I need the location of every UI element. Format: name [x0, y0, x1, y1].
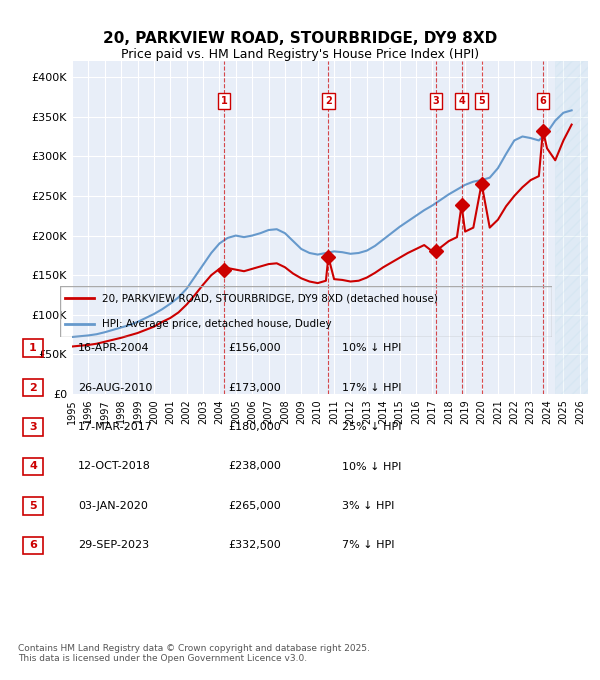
Text: Price paid vs. HM Land Registry's House Price Index (HPI): Price paid vs. HM Land Registry's House … — [121, 48, 479, 61]
Text: 10% ↓ HPI: 10% ↓ HPI — [342, 343, 401, 353]
Bar — [23, 497, 43, 515]
Text: 20, PARKVIEW ROAD, STOURBRIDGE, DY9 8XD: 20, PARKVIEW ROAD, STOURBRIDGE, DY9 8XD — [103, 31, 497, 46]
Text: 6: 6 — [539, 96, 547, 106]
Text: 7% ↓ HPI: 7% ↓ HPI — [342, 541, 395, 550]
Text: 17% ↓ HPI: 17% ↓ HPI — [342, 383, 401, 392]
Text: 3: 3 — [29, 422, 37, 432]
Bar — [555, 61, 588, 394]
Bar — [23, 379, 43, 396]
Text: 10% ↓ HPI: 10% ↓ HPI — [342, 462, 401, 471]
Text: 3: 3 — [433, 96, 439, 106]
Text: £156,000: £156,000 — [228, 343, 281, 353]
Text: 26-AUG-2010: 26-AUG-2010 — [78, 383, 152, 392]
Bar — [23, 458, 43, 475]
Text: 2: 2 — [325, 96, 332, 106]
Text: 1: 1 — [221, 96, 227, 106]
Text: 4: 4 — [458, 96, 465, 106]
Text: £173,000: £173,000 — [228, 383, 281, 392]
Text: £265,000: £265,000 — [228, 501, 281, 511]
Text: £332,500: £332,500 — [228, 541, 281, 550]
Text: 17-MAR-2017: 17-MAR-2017 — [78, 422, 153, 432]
Text: HPI: Average price, detached house, Dudley: HPI: Average price, detached house, Dudl… — [102, 319, 331, 329]
Text: £180,000: £180,000 — [228, 422, 281, 432]
Text: 3% ↓ HPI: 3% ↓ HPI — [342, 501, 394, 511]
Text: 29-SEP-2023: 29-SEP-2023 — [78, 541, 149, 550]
Text: Contains HM Land Registry data © Crown copyright and database right 2025.
This d: Contains HM Land Registry data © Crown c… — [18, 643, 370, 663]
Text: 5: 5 — [29, 501, 37, 511]
Text: £238,000: £238,000 — [228, 462, 281, 471]
Text: 20, PARKVIEW ROAD, STOURBRIDGE, DY9 8XD (detached house): 20, PARKVIEW ROAD, STOURBRIDGE, DY9 8XD … — [102, 293, 437, 303]
Text: 25% ↓ HPI: 25% ↓ HPI — [342, 422, 401, 432]
Text: 4: 4 — [29, 462, 37, 471]
Text: 5: 5 — [478, 96, 485, 106]
Text: 03-JAN-2020: 03-JAN-2020 — [78, 501, 148, 511]
Text: 2: 2 — [29, 383, 37, 392]
Bar — [23, 339, 43, 357]
Bar — [23, 537, 43, 554]
Text: 1: 1 — [29, 343, 37, 353]
Bar — [23, 418, 43, 436]
Text: 16-APR-2004: 16-APR-2004 — [78, 343, 149, 353]
Text: 6: 6 — [29, 541, 37, 550]
Text: 12-OCT-2018: 12-OCT-2018 — [78, 462, 151, 471]
